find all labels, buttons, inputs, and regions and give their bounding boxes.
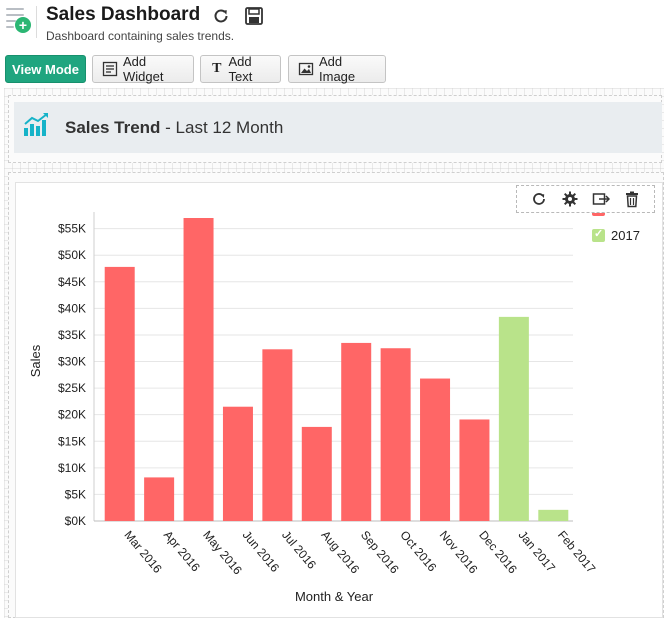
trend-header-panel xyxy=(14,102,662,153)
y-tick-label: $5K xyxy=(65,487,86,501)
chart-legend: 2016 ✓ 2017 xyxy=(592,206,640,254)
y-tick-label: $50K xyxy=(58,248,86,262)
image-icon xyxy=(298,61,314,77)
x-tick-label: Sep 2016 xyxy=(358,528,402,577)
chart-toolbar xyxy=(516,185,655,213)
chart-panel: $0K $5K $10K $15K $20K $25K $30K $35K $40K $45K $5… xyxy=(15,182,663,618)
page-subtitle: Dashboard containing sales trends. xyxy=(46,29,235,43)
bar xyxy=(301,426,332,521)
export-icon[interactable] xyxy=(592,190,611,208)
x-tick-label: Mar 2016 xyxy=(121,528,165,576)
bar xyxy=(183,218,214,521)
add-widget-button[interactable]: Add Widget xyxy=(92,54,194,84)
bar xyxy=(341,342,372,521)
y-tick-label: $25K xyxy=(58,381,86,395)
add-text-label: Add Text xyxy=(228,54,253,84)
bar xyxy=(380,348,411,521)
bar xyxy=(144,477,175,521)
add-image-label: Add Image xyxy=(319,54,356,84)
gear-icon[interactable] xyxy=(561,190,579,208)
x-tick-label: Jan 2017 xyxy=(516,528,559,575)
legend-swatch-2017: ✓ xyxy=(592,227,605,242)
view-mode-button[interactable]: View Mode xyxy=(5,55,86,83)
trend-title-period: - Last 12 Month xyxy=(160,118,284,137)
trend-title: Sales Trend - Last 12 Month xyxy=(65,118,283,138)
x-tick-label: Aug 2016 xyxy=(318,528,362,577)
x-tick-label: May 2016 xyxy=(200,528,245,578)
sales-bar-chart: $0K $5K $10K $15K $20K $25K $30K $35K $40K $45K $5… xyxy=(28,212,599,604)
x-tick-label: Oct 2016 xyxy=(397,528,439,575)
y-tick-label: $0K xyxy=(65,514,86,528)
chart-trend-icon xyxy=(22,112,50,138)
bar xyxy=(222,406,253,521)
page-title: Sales Dashboard xyxy=(46,4,201,25)
bar xyxy=(498,316,529,521)
trash-icon[interactable] xyxy=(623,190,641,208)
x-tick-label: Nov 2016 xyxy=(437,528,481,577)
header-divider xyxy=(36,6,37,38)
y-tick-label: $40K xyxy=(58,301,86,315)
y-tick-label: $55K xyxy=(58,222,86,236)
legend-label-2017: 2017 xyxy=(611,227,640,243)
add-image-button[interactable]: Add Image xyxy=(288,54,386,84)
y-axis-title: Sales xyxy=(28,344,43,377)
x-axis-title: Month & Year xyxy=(295,589,374,604)
save-icon[interactable] xyxy=(243,5,265,27)
y-tick-label: $30K xyxy=(58,355,86,369)
y-tick-label: $35K xyxy=(58,328,86,342)
bar xyxy=(420,378,451,521)
refresh-icon[interactable] xyxy=(210,5,232,27)
x-tick-label: Jul 2016 xyxy=(279,528,319,572)
y-tick-label: $10K xyxy=(58,461,86,475)
y-tick-label: $20K xyxy=(58,408,86,422)
x-tick-label: Dec 2016 xyxy=(476,528,520,577)
x-tick-label: Apr 2016 xyxy=(161,528,203,575)
add-widget-label: Add Widget xyxy=(123,54,164,84)
text-icon: T xyxy=(212,61,222,76)
legend-item-2017[interactable]: ✓ 2017 xyxy=(592,226,640,244)
bar xyxy=(262,349,293,521)
bar xyxy=(538,509,569,521)
y-tick-label: $15K xyxy=(58,434,86,448)
bar xyxy=(459,419,490,521)
trend-title-main: Sales Trend xyxy=(65,118,161,137)
x-tick-label: Jun 2016 xyxy=(240,528,283,575)
add-text-button[interactable]: T Add Text xyxy=(200,54,281,84)
widget-icon xyxy=(102,61,118,77)
y-tick-label: $45K xyxy=(58,275,86,289)
x-tick-label: Feb 2017 xyxy=(555,528,599,576)
bar xyxy=(104,266,135,521)
menu-add-icon[interactable]: + xyxy=(4,4,31,34)
refresh-icon[interactable] xyxy=(530,190,548,208)
